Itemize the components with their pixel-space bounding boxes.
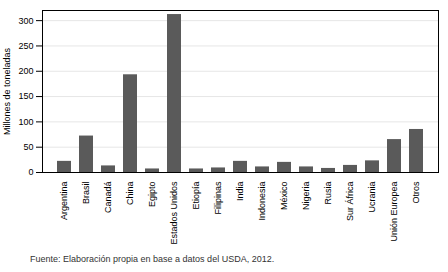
svg-text:0: 0 (28, 167, 33, 177)
svg-text:300: 300 (18, 16, 33, 26)
svg-text:150: 150 (18, 91, 33, 101)
svg-text:200: 200 (18, 66, 33, 76)
svg-text:Brasil: Brasil (81, 182, 91, 205)
svg-text:Argentina: Argentina (59, 182, 69, 221)
svg-text:Canadá: Canadá (103, 182, 113, 214)
svg-text:China: China (125, 182, 135, 206)
svg-text:Egipto: Egipto (147, 182, 157, 208)
svg-text:México: México (279, 182, 289, 211)
svg-text:250: 250 (18, 41, 33, 51)
svg-text:Indonesia: Indonesia (257, 182, 267, 221)
svg-text:Millones de toneladas: Millones de toneladas (2, 47, 12, 135)
svg-text:India: India (235, 182, 245, 202)
svg-text:Unión Europea: Unión Europea (389, 182, 399, 242)
svg-text:Otros: Otros (411, 181, 421, 204)
svg-text:Sur África: Sur África (345, 182, 355, 222)
svg-text:Filipinas: Filipinas (213, 181, 223, 215)
svg-text:Rusia: Rusia (323, 182, 333, 205)
svg-text:Nigeria: Nigeria (301, 182, 311, 211)
svg-text:Etiopía: Etiopía (191, 182, 201, 210)
svg-text:100: 100 (18, 117, 33, 127)
html-text:Fuente: Elaboración propia en: Fuente: Elaboración propia en base a dat… (30, 254, 275, 264)
svg-text:Estados Unidos: Estados Unidos (169, 181, 179, 245)
svg-text:50: 50 (23, 142, 33, 152)
svg-text:Ucrania: Ucrania (367, 182, 377, 213)
